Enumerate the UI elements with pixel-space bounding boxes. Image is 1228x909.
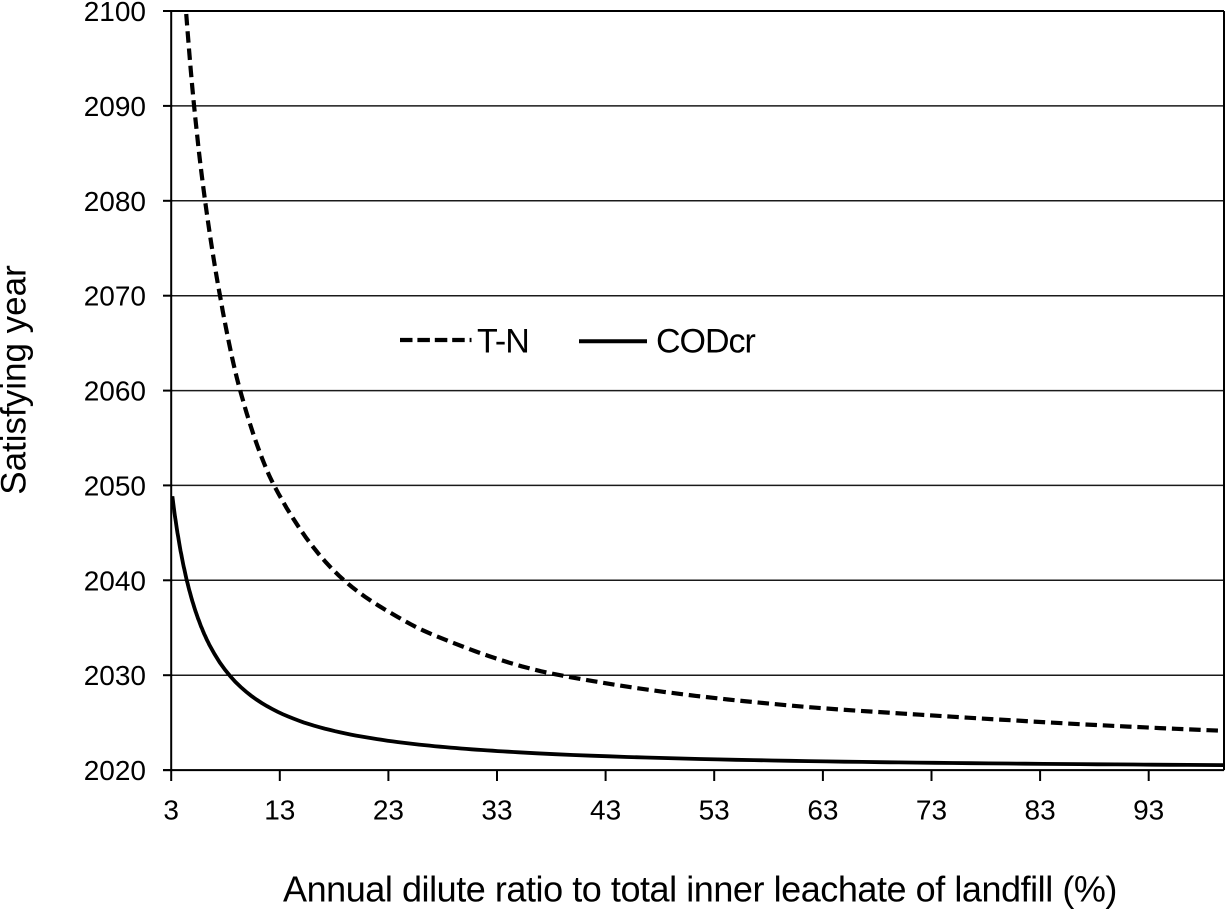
svg-text:2090: 2090 bbox=[84, 91, 146, 122]
svg-text:2100: 2100 bbox=[84, 0, 146, 27]
svg-text:63: 63 bbox=[807, 795, 838, 826]
svg-text:2030: 2030 bbox=[84, 660, 146, 691]
svg-text:53: 53 bbox=[699, 795, 730, 826]
svg-text:T-N: T-N bbox=[477, 323, 529, 361]
svg-text:2040: 2040 bbox=[84, 565, 146, 596]
svg-text:93: 93 bbox=[1133, 795, 1164, 826]
svg-text:23: 23 bbox=[373, 795, 404, 826]
svg-text:3: 3 bbox=[163, 795, 179, 826]
svg-text:43: 43 bbox=[590, 795, 621, 826]
svg-text:73: 73 bbox=[916, 795, 947, 826]
svg-text:13: 13 bbox=[264, 795, 295, 826]
svg-text:2080: 2080 bbox=[84, 186, 146, 217]
svg-text:Annual dilute ratio to total i: Annual dilute ratio to total inner leach… bbox=[283, 869, 1117, 909]
svg-text:2070: 2070 bbox=[84, 281, 146, 312]
svg-text:83: 83 bbox=[1025, 795, 1056, 826]
svg-text:33: 33 bbox=[481, 795, 512, 826]
svg-text:2020: 2020 bbox=[84, 755, 146, 786]
svg-text:2050: 2050 bbox=[84, 470, 146, 501]
svg-text:2060: 2060 bbox=[84, 376, 146, 407]
svg-text:Satisfying year: Satisfying year bbox=[0, 265, 34, 495]
svg-text:CODcr: CODcr bbox=[656, 323, 756, 361]
